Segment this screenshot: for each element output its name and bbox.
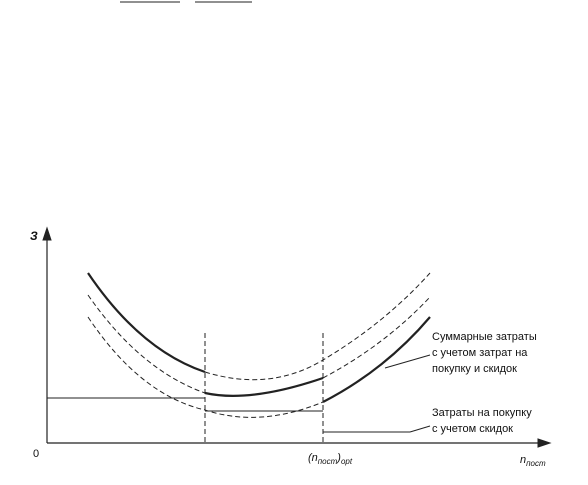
optimum-sub2: opt	[341, 457, 353, 466]
optimum-close: )	[335, 452, 341, 464]
layout	[42, 1, 552, 448]
pointer	[384, 354, 431, 369]
annotation: с учетом скидок	[432, 423, 513, 435]
x-label-main: n	[520, 454, 526, 466]
cost-curve	[87, 294, 431, 394]
total-cost-curve	[87, 272, 206, 374]
annotation: покупку и скидок	[432, 363, 517, 375]
y-arrow	[42, 226, 52, 241]
optimum-label: (nпост)opt	[308, 452, 353, 466]
total-cost-curve	[204, 376, 324, 397]
origin-label: 0	[33, 448, 39, 460]
optimum-main: (n	[308, 452, 318, 464]
cost-curve	[87, 316, 324, 418]
optimum-sub: пост	[318, 457, 338, 466]
cost-curve	[204, 272, 431, 381]
x-label-sub: пост	[526, 459, 546, 468]
pointer	[409, 425, 431, 433]
annotation: Суммарные затраты	[432, 331, 537, 343]
x-arrow	[537, 438, 552, 448]
x-label: nпост	[520, 454, 546, 468]
y-label: З	[30, 229, 38, 243]
annotation: с учетом затрат на	[432, 347, 528, 359]
total-cost-curve	[322, 316, 431, 403]
annotation: Затраты на покупку	[432, 407, 532, 419]
